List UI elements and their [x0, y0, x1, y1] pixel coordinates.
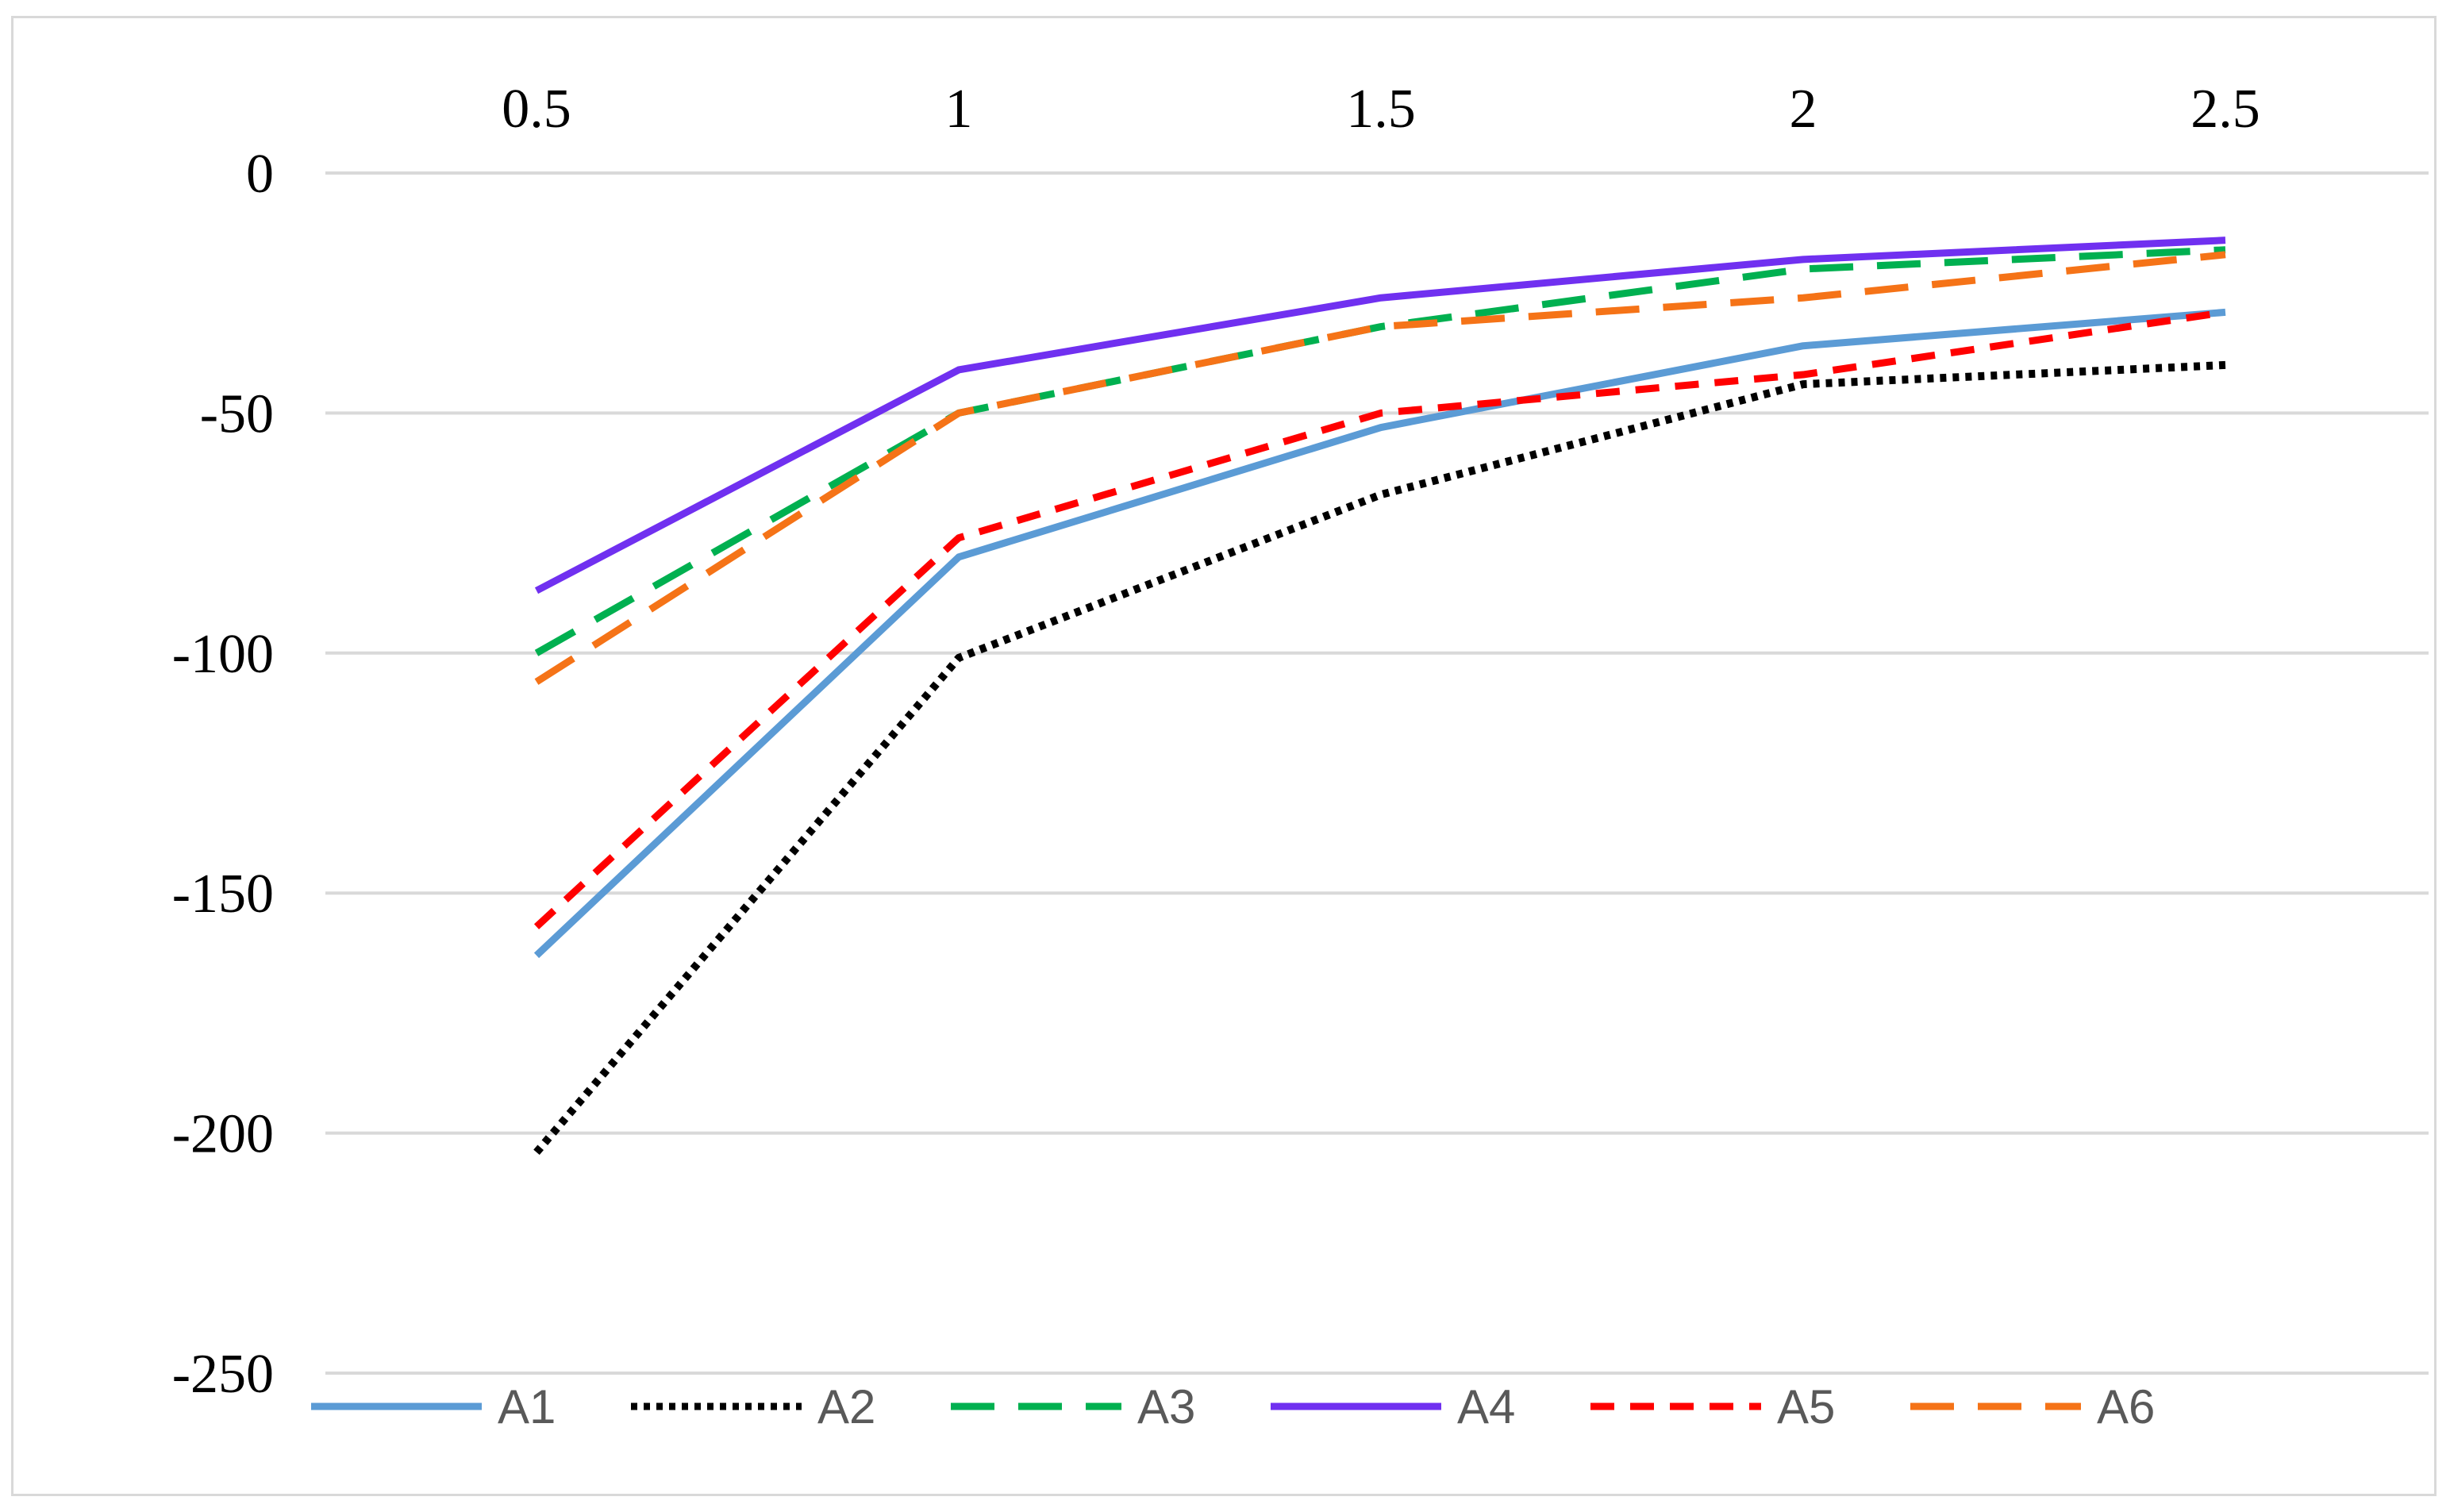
gridlines: [325, 171, 2429, 1375]
series-line-a6: [534, 251, 2226, 685]
y-tick-label: -200: [172, 1104, 274, 1165]
series-line-a4: [534, 237, 2226, 594]
chart-area: [11, 16, 2437, 1496]
legend-label-a6: A6: [2097, 1380, 2155, 1433]
y-axis-tick-labels: 0 -50 -100 -150 -200 -250: [172, 144, 274, 1405]
y-tick-label: -50: [200, 383, 274, 444]
legend-label-a4: A4: [1457, 1380, 1515, 1433]
x-tick-label: 0.5: [502, 79, 571, 140]
x-tick-label: 1: [945, 79, 973, 140]
series-lines: [533, 237, 2226, 1156]
y-tick-label: -150: [172, 864, 274, 925]
y-tick-label: -100: [172, 624, 274, 685]
x-axis-tick-labels: 0.5 1 1.5 2 2.5: [502, 79, 2260, 140]
series-line-a2: [533, 360, 2226, 1156]
y-tick-label: 0: [246, 144, 274, 205]
series-line-a3: [534, 246, 2226, 656]
legend-label-a2: A2: [817, 1380, 875, 1433]
legend: A1 A2 A3 A4 A5 A6: [311, 1380, 2155, 1433]
series-line-a1: [533, 308, 2226, 959]
x-tick-label: 1.5: [1346, 79, 1416, 140]
legend-label-a3: A3: [1137, 1380, 1195, 1433]
x-tick-label: 2.5: [2190, 79, 2260, 140]
legend-label-a5: A5: [1777, 1380, 1835, 1433]
y-tick-label: -250: [172, 1344, 274, 1405]
series-line-a5: [533, 308, 2226, 929]
x-tick-label: 2: [1790, 79, 1817, 140]
legend-label-a1: A1: [498, 1380, 556, 1433]
